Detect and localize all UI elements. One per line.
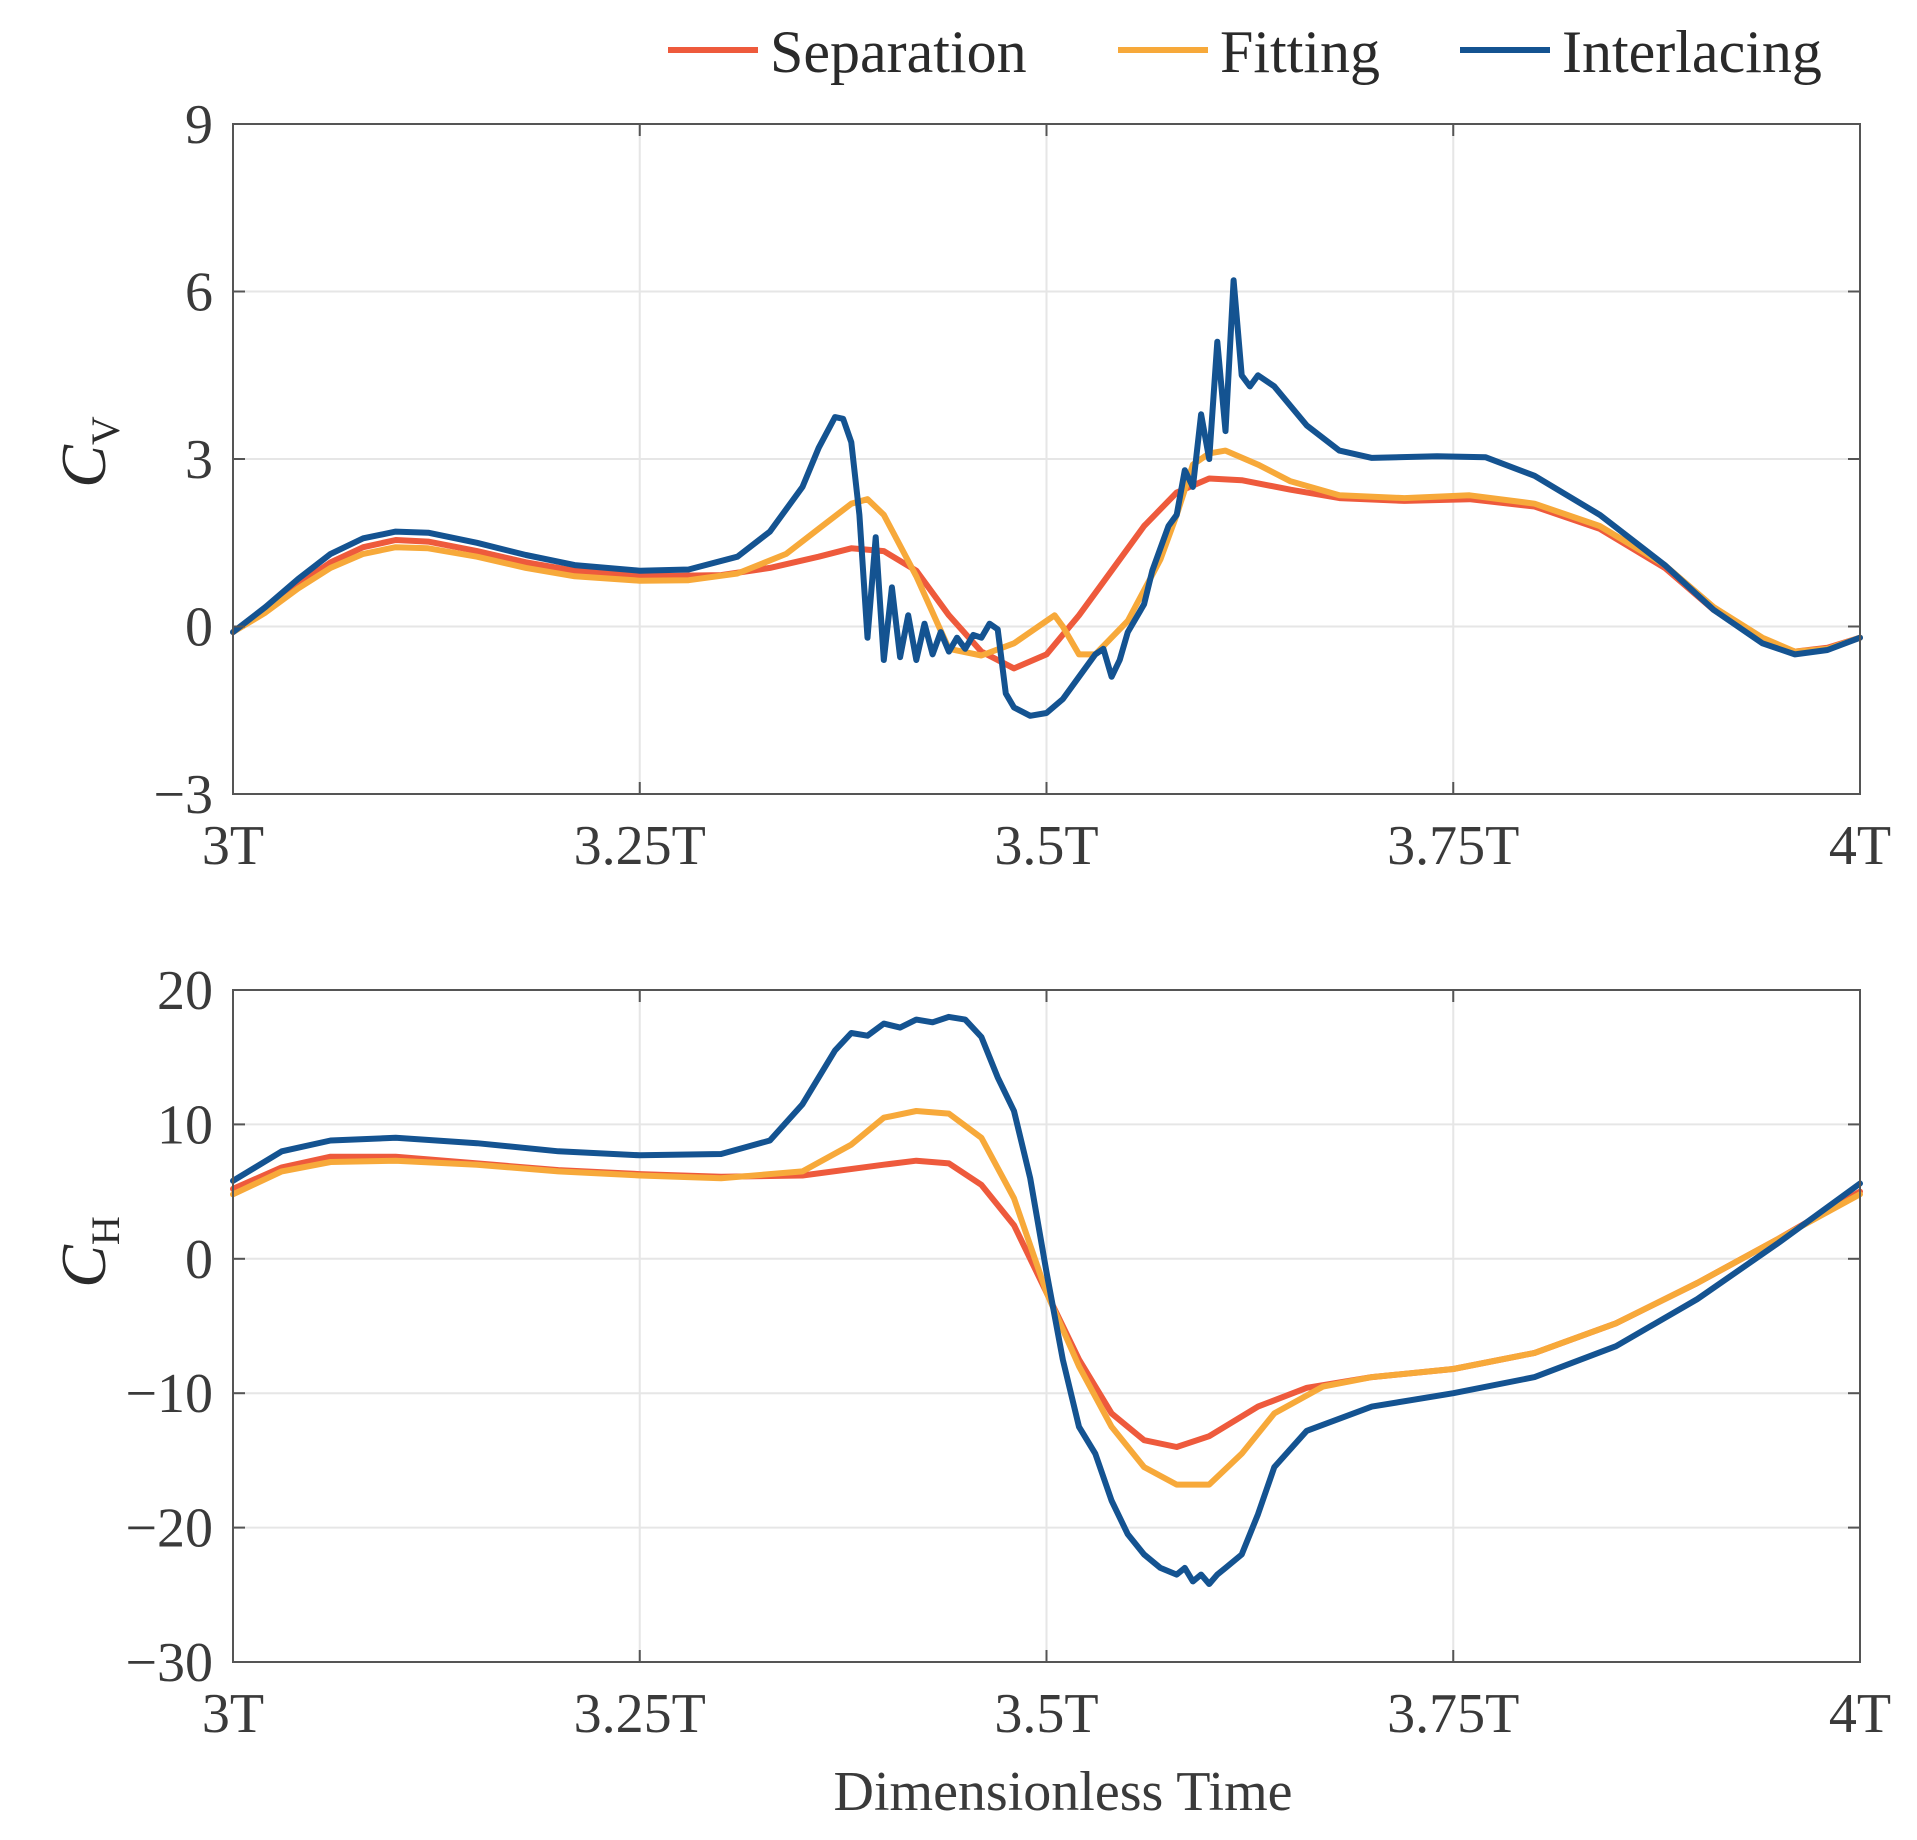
legend-label-separation: Separation: [770, 19, 1027, 85]
panel-ch: CH 3T 3.25T 3.5T 3.75T 4T −30 −20 −10 0 10 20: [48, 960, 1891, 1745]
series-group-cv: [230, 277, 1863, 719]
svg-text:CH: CH: [48, 1216, 128, 1288]
y-tick-label: −10: [125, 1363, 213, 1425]
x-tick-label: 3.75T: [1387, 815, 1519, 877]
series-line-interlacing-ch: [230, 1013, 1863, 1587]
legend: Separation Fitting Interlacing: [668, 19, 1822, 85]
ticks-cv: 3T 3.25T 3.5T 3.75T 4T −3 0 3 6 9: [153, 94, 1891, 877]
x-tick-label: 3.25T: [574, 815, 706, 877]
y-axis-title-ch: CH: [48, 1216, 128, 1288]
grid-cv: [233, 124, 1860, 794]
legend-label-fitting: Fitting: [1220, 19, 1380, 85]
series-group-ch: [230, 1013, 1863, 1587]
x-axis-title: Dimensionless Time: [834, 1761, 1293, 1823]
svg-text:CV: CV: [48, 416, 128, 488]
y-tick-label: −30: [125, 1632, 213, 1694]
x-tick-label: 4T: [1829, 1683, 1891, 1745]
x-tick-label: 3.25T: [574, 1683, 706, 1745]
y-tick-label: −20: [125, 1498, 213, 1560]
x-tick-label: 3.5T: [994, 1683, 1098, 1745]
y-axis-title-main-cv: C: [48, 444, 119, 488]
panel-cv: CV 3T 3.25T 3.5T 3.75T 4T −3 0 3 6 9: [48, 94, 1891, 877]
y-axis-title-cv: CV: [48, 416, 128, 488]
y-tick-label: 10: [157, 1094, 213, 1156]
y-tick-label: 3: [185, 429, 213, 491]
y-axis-title-sub-cv: V: [83, 416, 128, 445]
y-tick-label: 0: [185, 597, 213, 659]
y-tick-label: 6: [185, 262, 213, 324]
x-tick-label: 3T: [202, 815, 264, 877]
y-tick-label: 20: [157, 960, 213, 1022]
y-axis-title-main-ch: C: [48, 1244, 119, 1288]
x-tick-label: 4T: [1829, 815, 1891, 877]
series-line-fitting-ch: [230, 1108, 1863, 1488]
series-line-fitting-cv: [230, 447, 1863, 659]
x-tick-label: 3T: [202, 1683, 264, 1745]
y-tick-label: −3: [153, 764, 213, 826]
y-tick-label: 9: [185, 94, 213, 156]
legend-label-interlacing: Interlacing: [1562, 19, 1822, 85]
y-tick-label: 0: [185, 1229, 213, 1291]
y-axis-title-sub-ch: H: [83, 1216, 128, 1245]
x-tick-label: 3.75T: [1387, 1683, 1519, 1745]
ticks-ch: 3T 3.25T 3.5T 3.75T 4T −30 −20 −10 0 10 20: [125, 960, 1891, 1745]
x-tick-label: 3.5T: [994, 815, 1098, 877]
series-line-interlacing-cv: [230, 277, 1863, 719]
